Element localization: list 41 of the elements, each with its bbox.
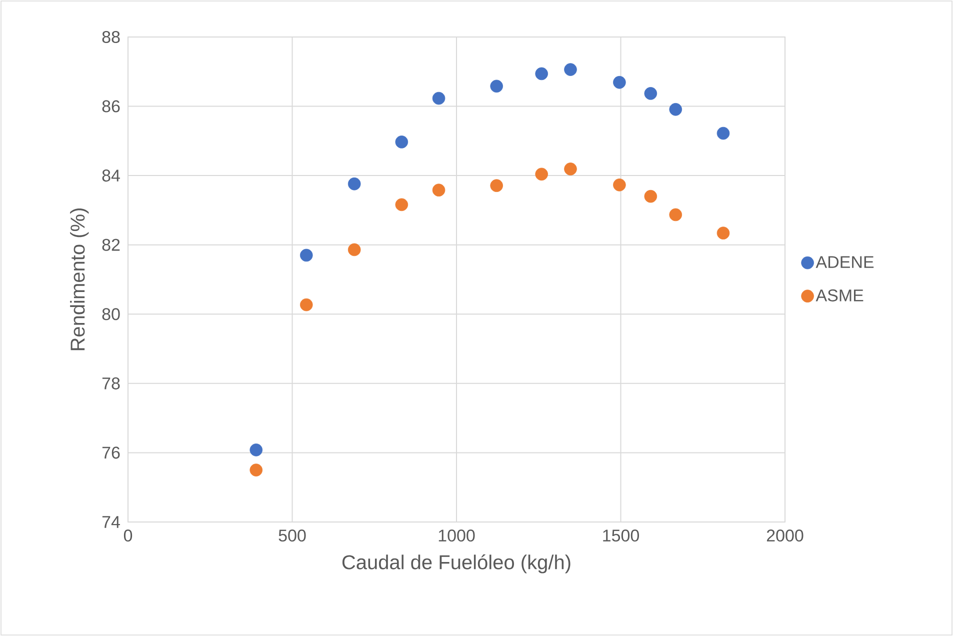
point — [669, 102, 682, 116]
y-tick-label: 86 — [102, 100, 120, 112]
point — [535, 67, 548, 80]
point — [300, 298, 313, 312]
y-tick-label: 78 — [102, 377, 120, 390]
point — [490, 179, 503, 192]
point — [535, 168, 548, 181]
x-tick-label: 0 — [124, 530, 132, 542]
legend-label: ADENE — [816, 256, 874, 268]
y-tick-label: 74 — [102, 516, 120, 528]
point — [644, 190, 658, 203]
x-tick-label: 2000 — [766, 530, 804, 542]
point — [564, 63, 577, 76]
point — [716, 226, 730, 240]
y-tick-label: 82 — [102, 238, 120, 251]
y-tick-label: 76 — [102, 446, 120, 459]
x-tick-label: 500 — [278, 530, 306, 542]
point — [644, 87, 658, 100]
point — [564, 162, 577, 176]
point — [348, 243, 361, 256]
y-axis-title: Rendimento (%) — [70, 208, 89, 350]
point — [250, 464, 263, 476]
y-tick-label: 80 — [102, 308, 120, 320]
point — [669, 208, 682, 222]
point — [490, 80, 503, 93]
point — [250, 444, 263, 456]
point — [395, 136, 408, 148]
point — [432, 92, 446, 105]
x-tick-label: 1000 — [438, 530, 475, 542]
point — [613, 178, 626, 192]
legend-label: ASME — [816, 289, 864, 302]
point — [348, 177, 361, 190]
point — [300, 248, 313, 262]
point — [613, 76, 626, 89]
point — [716, 126, 730, 140]
point — [395, 198, 408, 212]
x-tick-label: 1500 — [603, 530, 639, 542]
point — [432, 184, 446, 197]
y-tick-label: 84 — [102, 170, 120, 182]
y-tick-label: 88 — [102, 30, 120, 44]
x-axis-title: Caudal de Fuelóleo (kg/h) — [342, 554, 570, 574]
